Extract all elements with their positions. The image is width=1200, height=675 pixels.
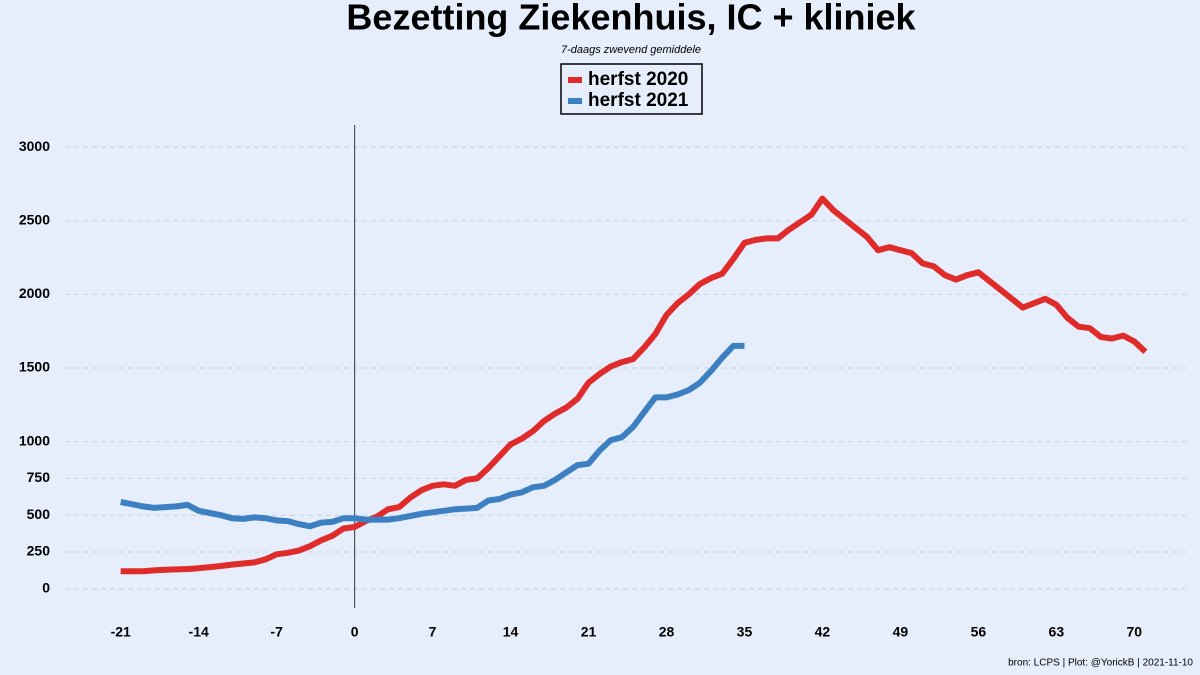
y-tick-label: 2500 xyxy=(19,211,50,227)
footer: bron: LCPS | Plot: @YorickB | 2021-11-10 xyxy=(1008,658,1193,669)
x-tick-label: 35 xyxy=(737,624,753,640)
chart-title: Bezetting Ziekenhuis, IC + kliniek xyxy=(346,0,916,38)
y-tick-label: 0 xyxy=(42,580,50,596)
x-tick-label: 21 xyxy=(581,624,597,640)
y-tick-label: 1500 xyxy=(19,359,50,375)
legend-label: herfst 2021 xyxy=(588,90,689,111)
y-tick-label: 1000 xyxy=(19,432,50,448)
line-series xyxy=(120,195,1148,575)
y-tick-label: 250 xyxy=(27,543,51,559)
line-series xyxy=(120,342,745,530)
x-tick-label: 28 xyxy=(659,624,675,640)
x-tick-label: 56 xyxy=(971,624,987,640)
y-tick-label: 500 xyxy=(27,506,51,522)
chart-subtitle: 7-daags zwevend gemiddele xyxy=(561,44,701,56)
x-tick-label: 70 xyxy=(1127,624,1143,640)
y-tick-label: 3000 xyxy=(19,138,50,154)
legend-label: herfst 2020 xyxy=(588,69,688,90)
x-tick-label: 42 xyxy=(815,624,831,640)
x-tick-label: -21 xyxy=(111,624,131,640)
y-tick-label: 2000 xyxy=(19,285,50,301)
x-tick-label: -14 xyxy=(189,624,209,640)
x-tick-label: 14 xyxy=(503,624,519,640)
x-tick-label: 63 xyxy=(1049,624,1065,640)
x-tick-label: 0 xyxy=(351,624,359,640)
x-tick-label: 49 xyxy=(893,624,909,640)
x-tick-label: -7 xyxy=(270,624,283,640)
legend-box xyxy=(560,63,703,115)
y-tick-label: 750 xyxy=(27,469,51,485)
x-tick-label: 7 xyxy=(429,624,437,640)
